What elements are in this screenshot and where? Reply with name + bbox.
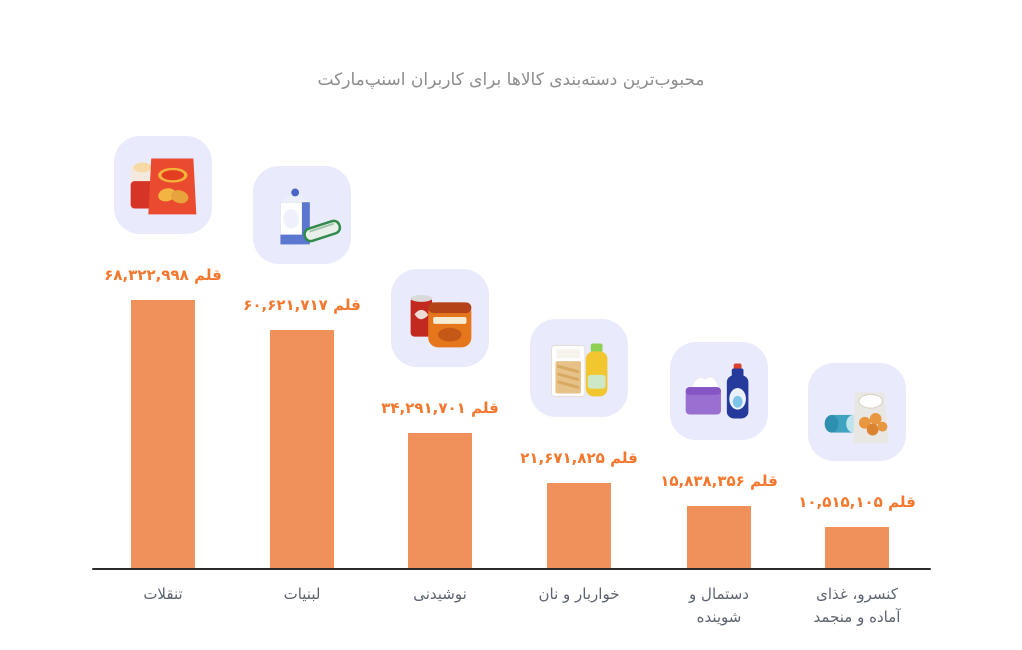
category-label: کنسرو، غذای آماده و منجمد — [782, 583, 932, 629]
category-label-line: دستمال و — [689, 585, 749, 603]
category-label: تنقلات — [88, 583, 238, 606]
bar-value-label: ۲۱,۶۷۱,۸۲۵ قلم — [520, 449, 638, 467]
category-label-line: تنقلات — [143, 585, 183, 603]
category-label-line: خواربار و نان — [538, 585, 620, 603]
bar-value-label: ۱۵,۸۳۸,۳۵۶ قلم — [660, 472, 778, 490]
category-label: خواربار و نان — [504, 583, 654, 606]
tissue-detergent-icon — [685, 363, 749, 419]
canned-frozen-food-icon — [824, 392, 889, 444]
category-label-line: کنسرو، غذای — [816, 585, 898, 603]
bar-value-label: ۶۸,۳۲۲,۹۹۸ قلم — [104, 266, 222, 284]
dairy-milk-carton-icon — [279, 188, 342, 245]
bar-3 — [547, 483, 611, 568]
snacks-chips-bag-icon — [130, 158, 197, 215]
category-label-line: لبنیات — [283, 585, 321, 603]
category-icon-card — [808, 363, 906, 461]
category-icon-card — [391, 269, 489, 367]
category-label-line: آماده و منجمد — [813, 608, 901, 626]
x-axis-line — [92, 568, 931, 570]
beverage-cola-can-icon — [410, 294, 472, 348]
bar-value-label: ۳۴,۲۹۱,۷۰۱ قلم — [381, 399, 499, 417]
category-label: دستمال و شوینده — [644, 583, 794, 629]
bar-4 — [687, 506, 751, 568]
category-label: لبنیات — [227, 583, 377, 606]
bar-value-label: ۱۰,۵۱۵,۱۰۵ قلم — [798, 493, 916, 511]
category-icon-card — [114, 136, 212, 234]
bar-0 — [131, 300, 195, 568]
bar-value-label: ۶۰,۶۲۱,۷۱۷ قلم — [243, 296, 361, 314]
bar-2 — [408, 433, 472, 568]
bar-1 — [270, 330, 334, 568]
bar-5 — [825, 527, 889, 568]
grocery-pasta-oil-icon — [551, 343, 608, 397]
category-label-line: شوینده — [696, 608, 742, 626]
category-icon-card — [530, 319, 628, 417]
category-icon-card — [670, 342, 768, 440]
category-label-line: نوشیدنی — [413, 585, 467, 603]
category-icon-card — [253, 166, 351, 264]
category-label: نوشیدنی — [365, 583, 515, 606]
chart-title: محبوب‌ترین دسته‌بندی کالاها برای کاربران… — [317, 70, 705, 90]
